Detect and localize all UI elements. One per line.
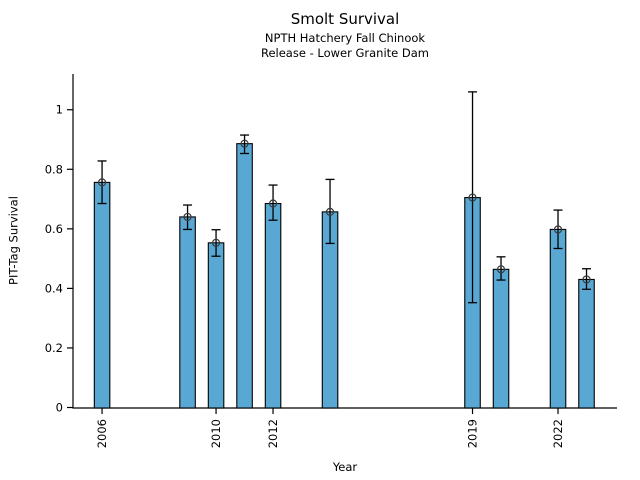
x-tick-label: 2012 (266, 419, 280, 448)
bar-2022 (549, 228, 567, 409)
x-tick-label: 2010 (209, 419, 223, 448)
bar-2006 (93, 181, 111, 409)
point-marker-2006 (97, 178, 107, 187)
point-marker-2009 (183, 212, 192, 222)
bar-2010 (207, 242, 225, 409)
y-tick-label: 0.4 (45, 281, 63, 295)
y-tick-label: 0.2 (45, 341, 63, 355)
y-tick-label: 0.8 (45, 162, 63, 176)
y-tick-label: 0 (56, 401, 63, 415)
chart-title: Smolt Survival (290, 10, 400, 28)
chart-subtitle-line1: NPTH Hatchery Fall Chinook (264, 31, 426, 45)
x-tick-label: 2006 (95, 419, 109, 448)
point-marker-2019 (468, 193, 477, 202)
point-marker-2012 (268, 199, 278, 208)
point-marker-2014 (325, 207, 335, 216)
y-tick-label: 0.6 (45, 222, 63, 236)
x-tick-label: 2019 (466, 419, 480, 448)
bar-2023 (578, 278, 595, 409)
point-marker-2022 (553, 225, 563, 234)
bar-2009 (179, 216, 196, 409)
x-tick-label: 2022 (551, 419, 565, 448)
point-marker-2020 (496, 265, 506, 274)
bar-2012 (264, 202, 282, 409)
y-tick-label: 1 (56, 103, 63, 117)
point-marker-2011 (240, 139, 249, 148)
chart-subtitle-line2: Release - Lower Granite Dam (260, 46, 429, 60)
bar-2011 (236, 143, 253, 409)
bar-2020 (492, 268, 510, 409)
x-axis-label: Year (332, 460, 358, 474)
point-marker-2023 (582, 275, 591, 284)
point-marker-2010 (211, 238, 221, 247)
